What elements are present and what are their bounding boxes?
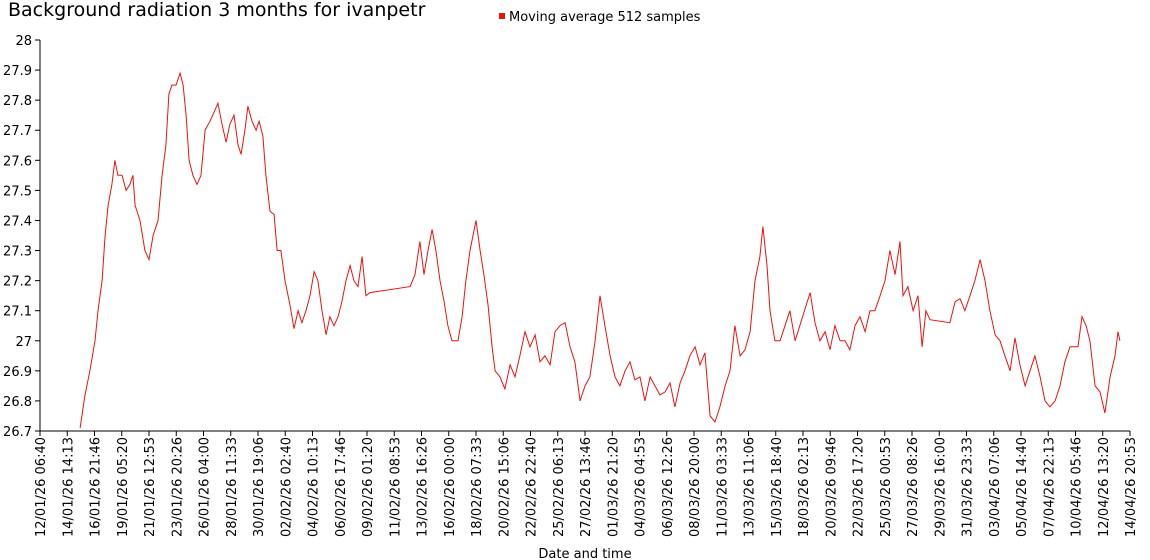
x-tick-label: 07/04/26 22:13 (1042, 437, 1057, 537)
x-tick-label: 21/01/26 12:53 (143, 437, 158, 537)
x-tick-label: 02/02/26 02:40 (279, 437, 294, 537)
y-tick-label: 27.7 (3, 124, 32, 139)
data-line (79, 71, 1121, 429)
x-tick-label: 08/03/26 20:00 (688, 437, 703, 537)
x-tick-label: 25/02/26 06:13 (552, 437, 567, 537)
y-tick-label: 27.5 (3, 184, 32, 199)
x-tick-label: 06/03/26 12:26 (661, 437, 676, 537)
x-tick-label: 13/03/26 11:06 (743, 437, 758, 537)
y-tick-label: 28 (15, 34, 32, 49)
x-tick-label: 13/02/26 16:26 (416, 437, 431, 537)
x-axis-label: Date and time (538, 547, 631, 560)
x-tick-label: 28/01/26 11:33 (225, 437, 240, 537)
y-tick-label: 27 (15, 335, 32, 350)
y-tick-label: 27.3 (3, 245, 32, 260)
x-tick-label: 03/04/26 07:06 (988, 437, 1003, 537)
x-tick-label: 16/02/26 00:00 (443, 437, 458, 537)
x-tick-label: 27/03/26 08:26 (906, 437, 921, 537)
x-tick-label: 15/03/26 18:40 (770, 437, 785, 537)
legend-swatch (499, 13, 505, 19)
y-tick-label: 27.2 (3, 275, 32, 290)
x-tick-label: 29/03/26 16:00 (933, 437, 948, 537)
chart-title: Background radiation 3 months for ivanpe… (8, 0, 426, 21)
x-tick-label: 09/02/26 01:20 (361, 437, 376, 537)
x-tick-label: 06/02/26 17:46 (334, 437, 349, 537)
y-tick-label: 27.1 (3, 305, 32, 320)
x-tick-label: 14/01/26 14:13 (61, 437, 76, 537)
y-tick-label: 27.6 (3, 154, 32, 169)
x-tick-label: 04/02/26 10:13 (307, 437, 322, 537)
y-tick-label: 26.8 (3, 395, 32, 410)
x-tick-label: 22/03/26 17:20 (852, 437, 867, 537)
y-tick-label: 27.9 (3, 64, 32, 79)
x-tick-label: 11/02/26 08:53 (388, 437, 403, 537)
x-tick-label: 10/04/26 05:46 (1070, 437, 1085, 537)
x-tick-label: 27/02/26 13:46 (579, 437, 594, 537)
x-tick-label: 05/04/26 14:40 (1015, 437, 1030, 537)
x-tick-label: 23/01/26 20:26 (170, 437, 185, 537)
x-tick-label: 30/01/26 19:06 (252, 437, 267, 537)
y-tick-label: 26.9 (3, 365, 32, 380)
x-tick-label: 01/03/26 21:20 (606, 437, 621, 537)
x-tick-label: 12/01/26 06:40 (34, 437, 49, 537)
x-tick-label: 19/01/26 05:20 (116, 437, 131, 537)
x-tick-label: 14/04/26 20:53 (1124, 437, 1139, 537)
x-tick-label: 18/03/26 02:13 (797, 437, 812, 537)
y-tick-label: 27.8 (3, 94, 32, 109)
x-tick-label: 25/03/26 00:53 (879, 437, 894, 537)
y-tick-label: 27.4 (3, 214, 32, 229)
x-tick-label: 20/02/26 15:06 (497, 437, 512, 537)
x-tick-label: 12/04/26 13:20 (1097, 437, 1112, 537)
x-tick-label: 20/03/26 09:46 (824, 437, 839, 537)
x-tick-label: 31/03/26 23:33 (961, 437, 976, 537)
x-tick-label: 22/02/26 22:40 (525, 437, 540, 537)
x-tick-label: 04/03/26 04:53 (634, 437, 649, 537)
x-tick-label: 16/01/26 21:46 (89, 437, 104, 537)
x-tick-label: 11/03/26 03:33 (715, 437, 730, 537)
y-tick-label: 26.7 (3, 425, 32, 440)
x-tick-label: 18/02/26 07:33 (470, 437, 485, 537)
legend-label: Moving average 512 samples (509, 10, 701, 25)
x-tick-label: 26/01/26 04:00 (198, 437, 213, 537)
